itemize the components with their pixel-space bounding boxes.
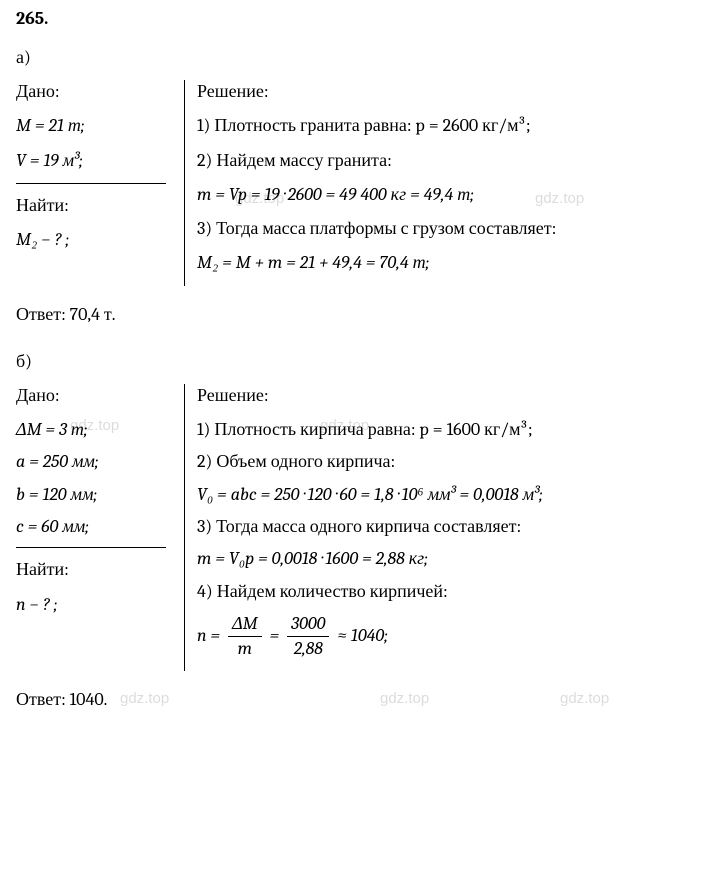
solution-line: 2) Найдем массу гранита: xyxy=(197,149,689,173)
problem-number: 265. xyxy=(16,8,689,29)
frac-den: 2,88 xyxy=(287,637,329,661)
part-a-solution: Решение: 1) Плотность гранита равна: p =… xyxy=(184,80,689,286)
part-a-given: Дано: M = 21 т; V = 19 м³; Найти: M₂ − ?… xyxy=(16,80,184,286)
solution-line: 3) Тогда масса одного кирпича составляет… xyxy=(197,515,689,539)
given-line: c = 60 мм; xyxy=(16,515,172,539)
frac-suffix: ≈ 1040; xyxy=(337,625,388,646)
solution-line: 1) Плотность кирпича равна: p = 1600 кг/… xyxy=(197,418,689,442)
frac-prefix: n = xyxy=(197,625,224,646)
part-b-answer: Ответ: 1040. xyxy=(16,689,689,710)
solution-fraction: n = ΔM m = 3000 2,88 ≈ 1040; xyxy=(197,612,689,662)
part-a-block: Дано: M = 21 т; V = 19 м³; Найти: M₂ − ?… xyxy=(16,80,689,286)
part-b-given: Дано: ΔM = 3 т; a = 250 мм; b = 120 мм; … xyxy=(16,384,184,672)
solution-line: 4) Найдем количество кирпичей: xyxy=(197,580,689,604)
solution-line: 2) Объем одного кирпича: xyxy=(197,450,689,474)
part-b-block: Дано: ΔM = 3 т; a = 250 мм; b = 120 мм; … xyxy=(16,384,689,672)
given-line: M = 21 т; xyxy=(16,114,172,138)
frac-den: m xyxy=(228,637,262,661)
divider xyxy=(16,547,166,548)
part-b-label: б) xyxy=(16,351,689,372)
solution-line: V₀ = abc = 250 · 120 · 60 = 1,8 · 10⁶ мм… xyxy=(197,483,689,507)
given-title: Дано: xyxy=(16,384,172,408)
find-line: M₂ − ? ; xyxy=(16,228,172,252)
find-title: Найти: xyxy=(16,558,172,582)
part-a-answer: Ответ: 70,4 т. xyxy=(16,304,689,325)
solution-title: Решение: xyxy=(197,80,689,104)
solution-line: m = Vp = 19 · 2600 = 49 400 кг = 49,4 т; xyxy=(197,183,689,207)
given-line: ΔM = 3 т; xyxy=(16,418,172,442)
part-b-solution: Решение: 1) Плотность кирпича равна: p =… xyxy=(184,384,689,672)
frac-num: 3000 xyxy=(287,612,329,637)
given-line: a = 250 мм; xyxy=(16,450,172,474)
solution-line: m = V₀p = 0,0018 · 1600 = 2,88 кг; xyxy=(197,547,689,571)
fraction: ΔM m xyxy=(228,612,262,662)
fraction: 3000 2,88 xyxy=(287,612,329,662)
given-line: V = 19 м³; xyxy=(16,149,172,173)
find-line: n − ? ; xyxy=(16,593,172,617)
frac-num: ΔM xyxy=(228,612,262,637)
divider xyxy=(16,183,166,184)
part-a-label: а) xyxy=(16,47,689,68)
solution-line: 1) Плотность гранита равна: p = 2600 кг/… xyxy=(197,114,689,138)
solution-line: M₂ = M + m = 21 + 49,4 = 70,4 т; xyxy=(197,251,689,275)
solution-line: 3) Тогда масса платформы с грузом состав… xyxy=(197,217,689,241)
given-line: b = 120 мм; xyxy=(16,483,172,507)
given-title: Дано: xyxy=(16,80,172,104)
find-title: Найти: xyxy=(16,194,172,218)
frac-eq: = xyxy=(270,625,284,646)
solution-title: Решение: xyxy=(197,384,689,408)
